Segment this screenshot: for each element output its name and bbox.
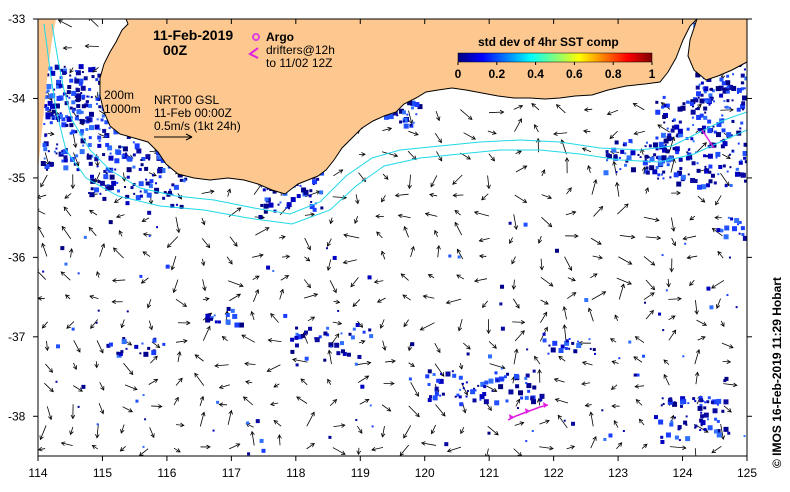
product-label: NRT00 GSL [154,93,219,107]
colorbar-tick-label: 0.4 [527,67,544,81]
lon-tick-label: 122 [544,466,564,480]
axis-ticks [33,18,752,461]
plot-frame [37,18,748,457]
lon-tick-label: 124 [673,466,693,480]
argo-label: Argo [266,30,294,44]
map-time: 00Z [163,42,188,58]
lon-tick-label: 125 [737,466,757,480]
credit-text: © IMOS 16-Feb-2019 11:29 Hobart [770,277,784,468]
isobath-200m [51,23,747,215]
lat-tick-label: -38 [8,409,26,423]
colorbar-tick-label: 0.6 [566,67,583,81]
lat-tick-label: -37 [8,330,26,344]
drifter-icon [248,47,259,59]
colorbar-title: std dev of 4hr SST comp [478,35,619,49]
lat-tick-label: -33 [8,12,26,26]
isobath-1000m-label: 1000m [104,102,141,116]
vector-scale-arrow [154,133,193,141]
australia-land [38,19,698,195]
lat-tick-label: -34 [8,91,26,105]
lon-tick-label: 123 [608,466,628,480]
drifters-label-1: drifters@12h [266,43,335,57]
lon-tick-label: 119 [351,466,370,480]
lon-tick-label: 116 [157,466,176,480]
lon-tick-label: 114 [28,466,47,480]
lat-tick-label: -35 [8,171,26,185]
colorbar-tick-label: 1 [649,67,656,81]
argo-icon [252,33,260,41]
isobath-200m-label: 200m [104,88,134,102]
lon-tick-label: 117 [222,466,241,480]
lon-tick-label: 115 [93,466,112,480]
drifters-label-2: to 11/02 12Z [266,56,333,70]
colorbar-tick-label: 0.8 [605,67,622,81]
lon-tick-label: 121 [479,466,499,480]
land-fragment-west [38,19,56,170]
colorbar-tick-label: 0.2 [488,67,505,81]
map-date: 11-Feb-2019 [153,27,233,43]
lon-tick-label: 118 [286,466,305,480]
vector-scale-label: 0.5m/s (1kt 24h) [154,119,241,133]
colorbar-tick-label: 0 [455,67,462,81]
drifter-arrowheads [509,402,548,420]
product-time: 11-Feb 00:00Z [154,106,232,120]
colorbar-ticks: 0 0.2 0.4 0.6 0.8 1 [455,62,656,81]
colorbar [457,52,653,63]
axis-labels: 114 115 116 117 118 119 120 121 122 123 124 125 -33 -… [8,12,757,480]
lat-tick-label: -36 [8,250,26,264]
isobath-1000m [43,23,747,225]
land-fragment-east [687,19,747,81]
lon-tick-label: 120 [415,466,435,480]
